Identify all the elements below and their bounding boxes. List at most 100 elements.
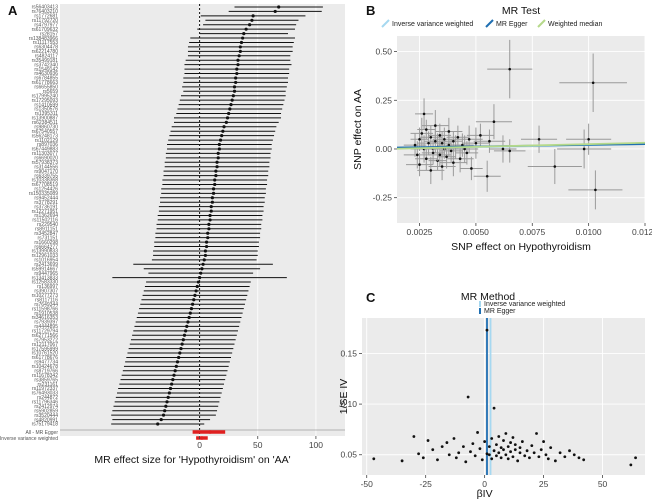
forest-point — [182, 333, 187, 337]
funnel-point — [497, 451, 501, 455]
forest-point — [248, 23, 252, 27]
scatter-point — [463, 147, 466, 151]
forest-point — [168, 386, 173, 391]
legend-label: Weighted median — [548, 21, 602, 28]
funnel-point — [577, 456, 581, 460]
snp-label: rs3859765 — [34, 377, 58, 383]
legend-label: Inverse variance weighted — [392, 21, 473, 28]
snp-label: rs10761520 — [32, 351, 59, 357]
funnel-point — [634, 456, 637, 460]
scatter-point — [429, 135, 433, 139]
snp-label: rs6690020 — [34, 156, 58, 162]
forest-point — [203, 249, 208, 253]
scatter-point — [465, 151, 469, 155]
funnel-point — [563, 455, 567, 459]
snp-label: rs10338368 — [32, 178, 59, 184]
funnel-point — [558, 451, 562, 455]
snp-label: rs12117067 — [32, 342, 58, 348]
snp-label: rs17995240 — [32, 93, 59, 99]
funnel-point — [492, 406, 496, 410]
funnel-title: MR Method — [461, 291, 515, 303]
forest-point — [167, 391, 171, 395]
snp-label: rs8719766 — [34, 368, 58, 374]
funnel-point — [509, 441, 512, 444]
funnel-point — [537, 455, 541, 459]
snp-label: rs11729794 — [32, 329, 58, 335]
funnel-point — [542, 440, 545, 443]
funnel-point — [530, 444, 534, 448]
funnel-point — [582, 458, 586, 462]
snp-label: rs3452847 — [34, 231, 58, 237]
funnel-point — [553, 459, 557, 463]
snp-label: rs11678342 — [32, 373, 58, 379]
snp-label: rs1410599 — [34, 102, 58, 108]
forest-point — [199, 271, 203, 275]
funnel-point — [502, 448, 505, 452]
scatter-y-tick-label: 0.25 — [375, 95, 392, 105]
snp-label: rs11598766 — [32, 306, 58, 312]
snp-label: rs11117553 — [33, 40, 59, 46]
funnel-point — [436, 458, 439, 462]
scatter-point — [440, 141, 444, 145]
funnel-method-lines — [486, 318, 492, 475]
funnel-point — [629, 463, 633, 467]
forest-point — [232, 85, 237, 89]
funnel-point — [506, 457, 510, 461]
scatter-point — [508, 149, 512, 153]
funnel-point — [473, 454, 477, 458]
scatter-point — [445, 155, 448, 159]
forest-point — [215, 165, 219, 169]
forest-point — [192, 298, 196, 302]
snp-label: rs1254426 — [34, 187, 58, 193]
funnel-point — [544, 453, 548, 457]
snp-label: rs4820991 — [34, 417, 58, 423]
snp-label: rs57938373 — [32, 160, 59, 166]
forest-point — [207, 222, 211, 226]
forest-point — [213, 178, 217, 182]
snp-label: rs13413833 — [32, 275, 59, 281]
snp-label: rs138483966 — [29, 36, 58, 42]
forest-point — [181, 338, 185, 342]
snp-label: rs28157 — [40, 31, 58, 37]
funnel-point — [549, 446, 553, 450]
scatter-x-tick-label: 0.0075 — [519, 227, 545, 237]
scatter-point — [488, 139, 491, 143]
forest-point — [193, 293, 197, 297]
forest-point — [211, 187, 216, 191]
snp-label: rs17595999 — [32, 346, 59, 352]
forest-point — [214, 173, 218, 178]
funnel-point — [513, 443, 517, 447]
scatter-point — [492, 120, 496, 124]
forest-point — [214, 169, 218, 173]
forest-point — [241, 36, 245, 40]
funnel-y-label: 1/SE IV — [338, 379, 350, 415]
snp-label: rs1350576 — [34, 107, 58, 113]
snp-label: rs9452444 — [34, 195, 58, 201]
scatter-point — [440, 165, 444, 168]
forest-point — [156, 422, 160, 426]
snp-label: rs3742340 — [34, 62, 58, 68]
snp-label: rs3520444 — [34, 413, 58, 419]
snp-label: rs7953272 — [34, 337, 58, 343]
summary-label: All - Inverse variance weighted — [0, 436, 58, 442]
funnel-point — [492, 449, 496, 453]
panel-label-a: A — [8, 3, 18, 18]
funnel-point — [487, 453, 491, 457]
snp-label: rs62214780 — [32, 49, 59, 55]
forest-point — [238, 45, 242, 49]
forest-point — [164, 404, 168, 408]
snp-label: rs2412974 — [34, 404, 58, 410]
snp-label: rs731151 — [38, 235, 59, 241]
scatter-point — [431, 151, 435, 155]
scatter-point — [427, 141, 430, 145]
forest-point — [227, 111, 231, 116]
funnel-point — [400, 459, 404, 463]
snp-label: rs897036 — [37, 142, 58, 148]
funnel-point — [490, 457, 494, 461]
scatter-point — [434, 124, 437, 127]
snp-label: rs9047170 — [34, 169, 58, 175]
snp-label: rs67540557 — [32, 129, 59, 135]
snp-label: rs9477734 — [34, 360, 58, 366]
forest-point — [195, 284, 199, 289]
funnel-point — [509, 450, 512, 454]
